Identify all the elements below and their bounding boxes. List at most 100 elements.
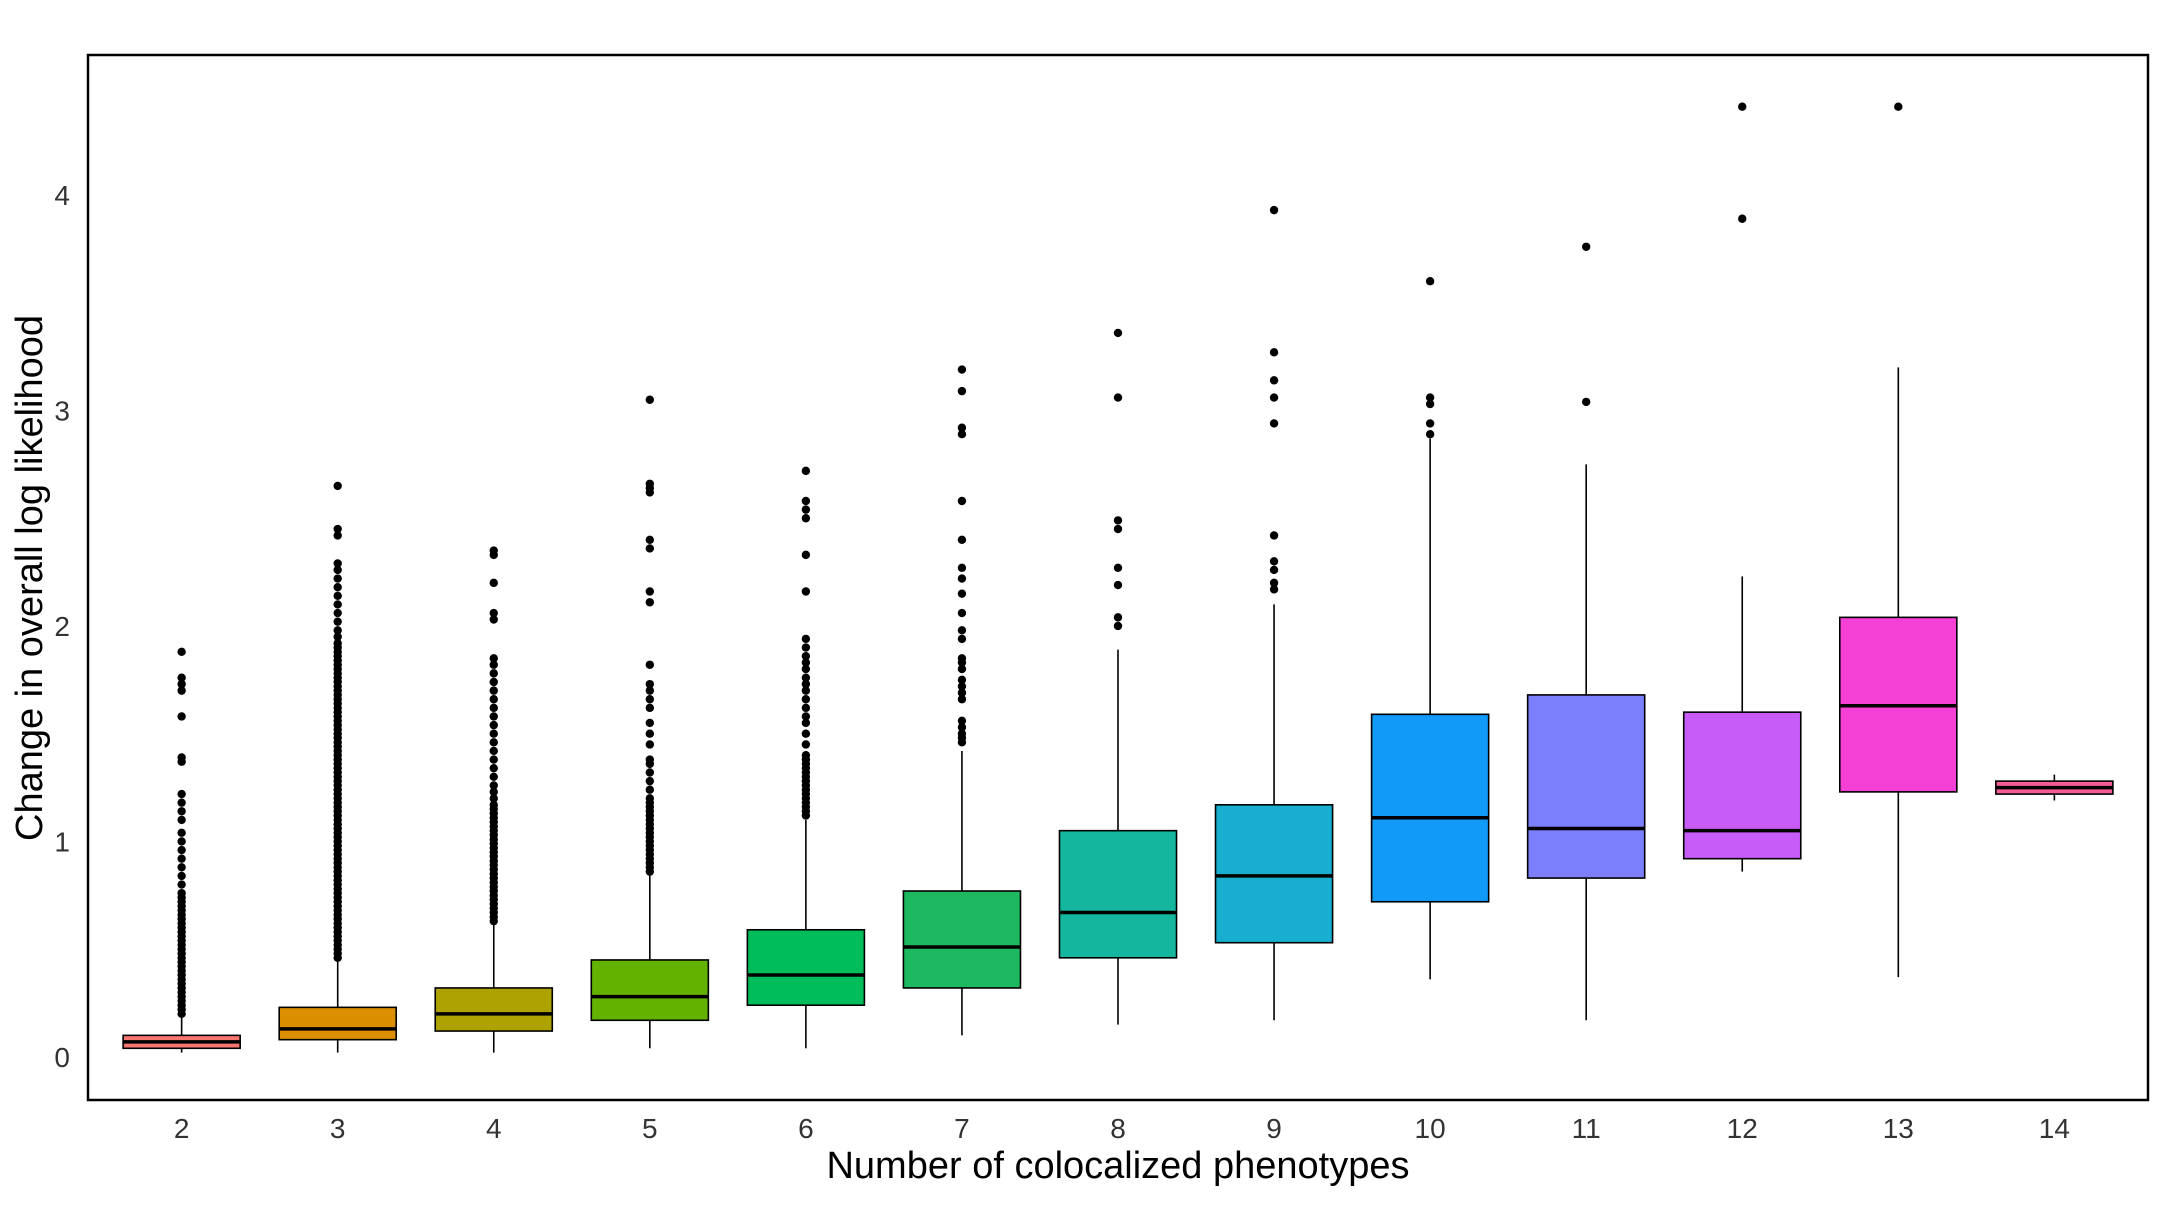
outlier-point: [489, 781, 498, 790]
outlier-point: [957, 535, 967, 544]
outlier-point: [801, 658, 811, 667]
box-body: [434, 987, 554, 1032]
outlier-point: [1738, 102, 1747, 111]
outlier-point: [645, 785, 655, 794]
x-tick-label: 14: [2039, 1113, 2070, 1144]
box-4: [434, 546, 554, 1053]
outlier-point: [801, 466, 811, 476]
outlier-point: [489, 720, 498, 730]
outlier-point: [177, 712, 186, 721]
outlier-point: [801, 651, 811, 661]
outlier-point: [1113, 621, 1123, 631]
outlier-point: [645, 695, 655, 704]
outlier-point: [177, 854, 186, 863]
box-body: [1370, 713, 1490, 903]
outlier-point: [489, 677, 498, 687]
box-body: [278, 1006, 398, 1041]
outlier-point: [1113, 393, 1123, 402]
outlier-point: [177, 753, 186, 762]
outlier-point: [645, 479, 655, 488]
x-tick-label: 10: [1415, 1113, 1446, 1144]
outlier-point: [645, 598, 655, 607]
outlier-point: [1269, 557, 1279, 566]
outlier-point: [801, 634, 811, 644]
box-body: [1682, 711, 1802, 860]
outlier-point: [177, 815, 186, 825]
outlier-point: [801, 587, 811, 596]
outlier-point: [645, 740, 655, 749]
outlier-point: [645, 768, 655, 777]
outlier-point: [957, 626, 967, 635]
outlier-point: [1425, 430, 1435, 439]
outlier-point: [333, 524, 342, 534]
outlier-point: [489, 654, 498, 663]
outlier-point: [801, 505, 811, 514]
outlier-point: [957, 682, 967, 691]
outlier-point: [645, 776, 655, 786]
outlier-point: [801, 729, 811, 738]
outlier-point: [801, 740, 811, 749]
outlier-point: [1425, 419, 1435, 428]
box-10: [1370, 277, 1490, 980]
x-tick-label: 2: [174, 1113, 190, 1144]
box-14: [1995, 774, 2114, 801]
chart-marks: [122, 102, 2114, 1053]
y-tick-label: 1: [54, 826, 70, 857]
outlier-point: [177, 673, 186, 682]
x-tick-label: 8: [1110, 1113, 1126, 1144]
outlier-point: [957, 716, 967, 725]
box-3: [278, 481, 398, 1053]
box-body: [590, 959, 710, 1022]
outlier-point: [489, 712, 498, 721]
outlier-point: [645, 703, 655, 713]
outlier-point: [801, 718, 811, 728]
box-6: [746, 466, 866, 1049]
outlier-point: [1581, 397, 1591, 407]
box-body: [746, 928, 866, 1006]
outlier-point: [177, 837, 186, 846]
outlier-point: [177, 880, 186, 889]
outlier-point: [1113, 516, 1123, 525]
outlier-point: [1269, 578, 1279, 588]
outlier-point: [1269, 585, 1279, 594]
box-body: [1058, 829, 1178, 959]
box-7: [902, 365, 1022, 1036]
outlier-point: [957, 574, 967, 583]
outlier-point: [801, 550, 811, 560]
outlier-point: [489, 608, 498, 618]
outlier-point: [333, 481, 342, 491]
outlier-point: [489, 746, 498, 756]
box-body: [1526, 694, 1646, 879]
outlier-point: [957, 664, 967, 674]
x-tick-label: 9: [1266, 1113, 1282, 1144]
outlier-point: [801, 643, 811, 652]
x-tick-label: 6: [798, 1113, 814, 1144]
x-tick-label: 7: [954, 1113, 970, 1144]
outlier-point: [801, 664, 811, 674]
outlier-point: [801, 712, 811, 721]
outlier-point: [645, 587, 655, 596]
outlier-point: [957, 430, 967, 439]
outlier-point: [177, 888, 186, 898]
y-tick-label: 3: [54, 396, 70, 427]
x-tick-label: 13: [1883, 1113, 1914, 1144]
outlier-point: [1113, 524, 1123, 534]
box-12: [1682, 102, 1802, 872]
outlier-point: [957, 496, 967, 506]
y-axis-label: Change in overall log likelihood: [9, 315, 51, 841]
outlier-point: [957, 688, 967, 697]
outlier-point: [333, 626, 342, 635]
outlier-point: [177, 679, 186, 689]
outlier-point: [801, 496, 811, 506]
outlier-point: [333, 574, 342, 583]
outlier-point: [957, 695, 967, 704]
outlier-point: [801, 686, 811, 695]
outlier-point: [489, 729, 498, 738]
box-8: [1058, 328, 1178, 1025]
outlier-point: [957, 386, 967, 396]
outlier-point: [1581, 242, 1591, 251]
outlier-point: [489, 755, 498, 764]
outlier-point: [177, 863, 186, 872]
